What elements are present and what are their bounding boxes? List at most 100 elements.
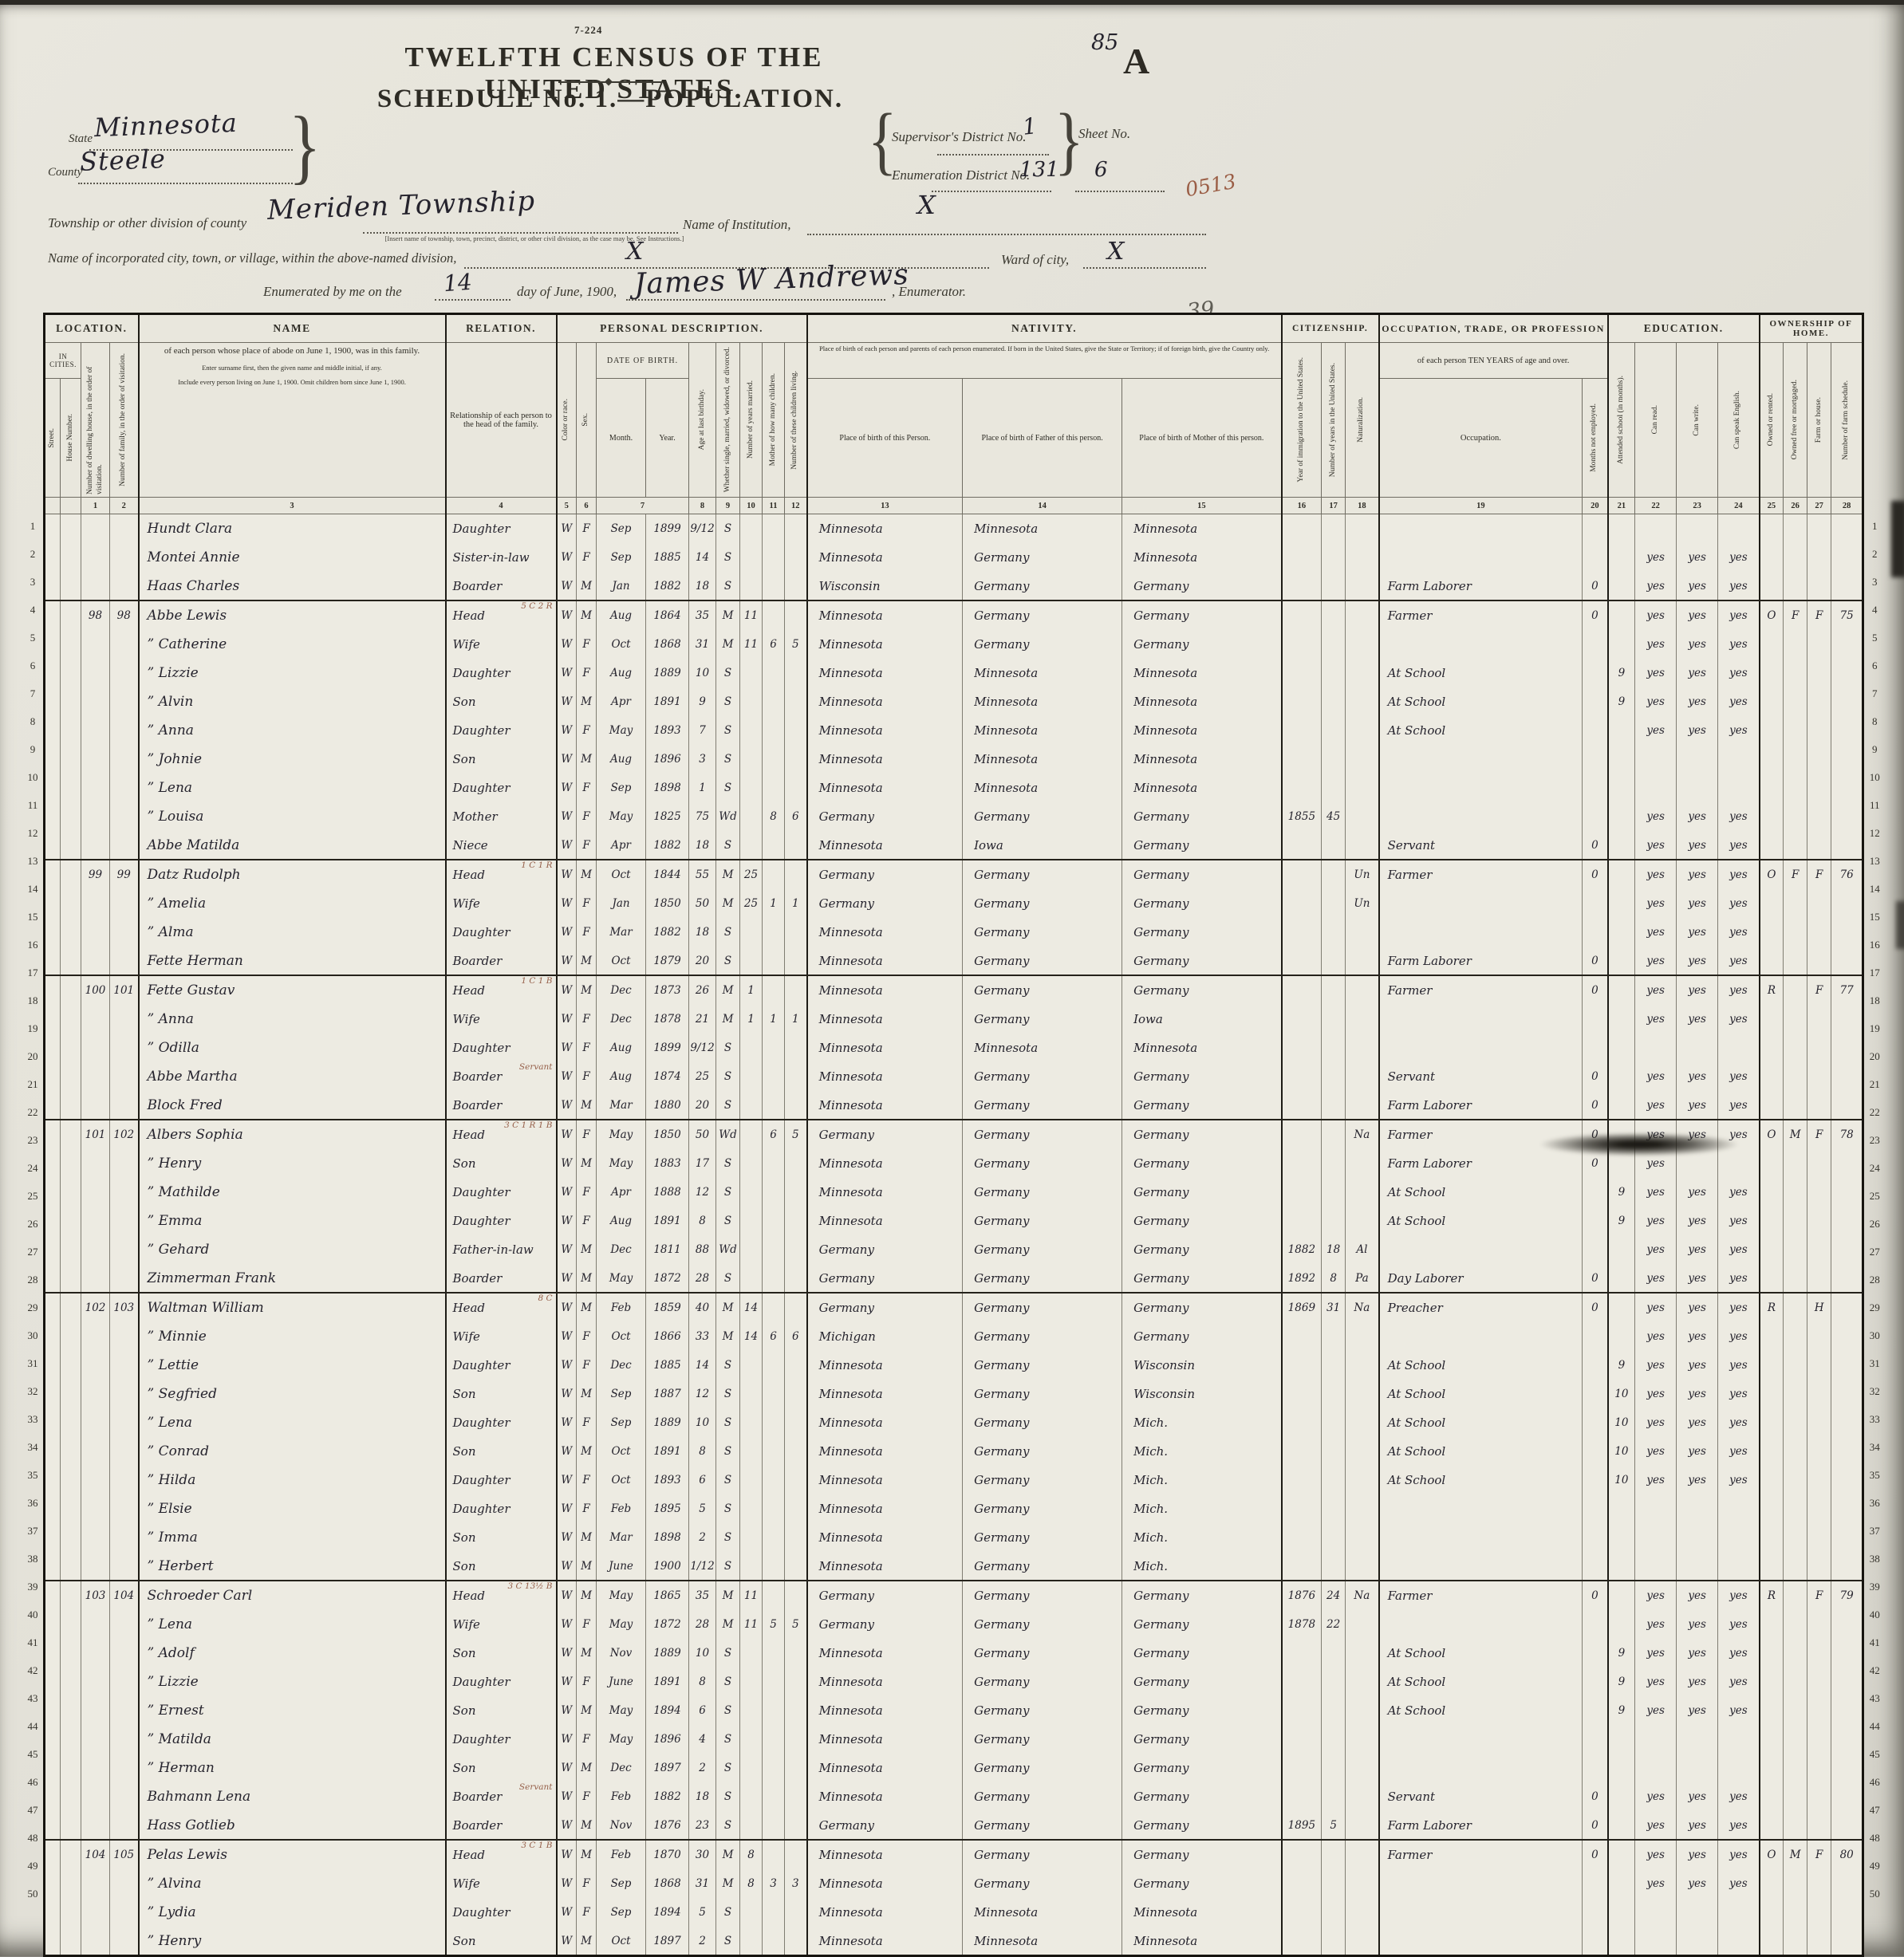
cell-sex: M — [576, 1551, 597, 1581]
line-number: 29 — [27, 1301, 38, 1313]
cell-children-living: 5 — [784, 1609, 808, 1639]
cell-owned-rented: R — [1758, 1580, 1784, 1610]
cell-free-mortgaged — [1783, 1667, 1808, 1696]
cell-name: ” Amelia — [137, 888, 447, 918]
cell-name: ” Alvin — [137, 687, 447, 716]
table-row: ” Lena Daughter W F Sep 1898 1 S Minnesota Minnes… — [44, 773, 1864, 802]
cell-farm-schedule — [1831, 1061, 1864, 1091]
enumerated-mid: day of June, 1900, — [517, 284, 617, 299]
cell-street — [44, 1263, 61, 1294]
cell-years-married: 14 — [739, 1321, 763, 1351]
header-years-married: Number of years married. — [739, 342, 763, 498]
cell-name: ” Anna — [137, 715, 447, 745]
cell-family-number — [109, 1724, 140, 1754]
cell-color-race: W — [555, 1782, 578, 1811]
county-label: County — [48, 166, 83, 179]
cell-immigration-year — [1280, 1033, 1323, 1062]
cell-marital-status: S — [715, 1522, 741, 1552]
cell-street — [44, 975, 61, 1005]
cell-relation: Son — [444, 1638, 558, 1668]
cell-can-write — [1676, 1494, 1719, 1523]
cell-can-write: yes — [1676, 1810, 1719, 1841]
cell-naturalization — [1345, 1206, 1380, 1235]
supervisors-district-label: Supervisor's District No. — [892, 129, 1027, 144]
line-number: 40 — [27, 1609, 38, 1620]
cell-birth-year: 1885 — [645, 1350, 690, 1380]
cell-father-birthplace: Germany — [962, 1609, 1123, 1639]
cell-street — [44, 571, 61, 601]
cell-occupation — [1378, 1868, 1583, 1898]
cell-owned-rented: O — [1758, 1119, 1784, 1149]
cell-birth-month: Aug — [596, 600, 647, 630]
cell-months-not-employed: 0 — [1582, 946, 1609, 976]
cell-street — [44, 542, 61, 572]
line-number: 24 — [27, 1162, 38, 1174]
cell-naturalization — [1345, 1695, 1380, 1725]
cell-birthplace: Minnesota — [806, 629, 964, 659]
cell-dwelling-number — [81, 1206, 110, 1235]
table-row: ” Alvina Wife W F Sep 1868 31 M 8 3 3 Minnesota Germ… — [44, 1868, 1864, 1898]
cell-can-speak-english: yes — [1717, 687, 1760, 716]
cell-birthplace: Germany — [806, 1292, 964, 1322]
cell-immigration-year — [1280, 946, 1323, 976]
cell-color-race: W — [555, 1379, 578, 1408]
cell-marital-status: M — [715, 1839, 741, 1869]
cell-occupation — [1378, 1494, 1583, 1523]
cell-free-mortgaged — [1783, 1350, 1808, 1380]
header-occupation-note: of each person TEN YEARS of age and over… — [1378, 342, 1609, 379]
cell-farm-house — [1807, 1234, 1832, 1264]
cell-immigration-year — [1280, 715, 1323, 745]
scan-top-edge — [0, 0, 1904, 5]
cell-color-race: W — [555, 1897, 578, 1927]
cell-color-race: W — [555, 715, 578, 745]
cell-naturalization — [1345, 629, 1380, 659]
cell-name: ” Minnie — [137, 1321, 447, 1351]
cell-mother-birthplace: Germany — [1122, 1810, 1283, 1841]
cell-father-birthplace: Germany — [962, 1408, 1123, 1437]
cell-sex: F — [576, 801, 597, 831]
cell-can-write: yes — [1676, 1638, 1719, 1668]
cell-can-speak-english: yes — [1717, 571, 1760, 601]
line-number: 36 — [27, 1497, 38, 1509]
cell-can-speak-english: yes — [1717, 658, 1760, 687]
cell-can-read: yes — [1634, 1580, 1677, 1610]
cell-family-number — [109, 1033, 140, 1062]
cell-age: 31 — [688, 629, 717, 659]
cell-free-mortgaged — [1783, 1148, 1808, 1178]
cell-marital-status: S — [715, 658, 741, 687]
cell-can-read: yes — [1634, 859, 1677, 889]
cell-immigration-year — [1280, 975, 1323, 1005]
cell-age: 12 — [688, 1177, 717, 1207]
cell-owned-rented: O — [1758, 859, 1784, 889]
cell-immigration-year — [1280, 600, 1323, 630]
cell-years-married — [739, 1782, 763, 1811]
group-personal-description: PERSONAL DESCRIPTION. — [555, 313, 808, 343]
cell-can-read: yes — [1634, 1206, 1677, 1235]
cell-color-race: W — [555, 1177, 578, 1207]
cell-birth-month: June — [596, 1667, 647, 1696]
cell-occupation: Servant — [1378, 830, 1583, 860]
group-nativity: NATIVITY. — [806, 313, 1283, 343]
cell-relation: Mother — [444, 801, 558, 831]
cell-birth-month: Sep — [596, 1408, 647, 1437]
cell-free-mortgaged — [1783, 801, 1808, 831]
form-number: 7-224 — [574, 24, 603, 36]
cell-months-not-employed — [1582, 917, 1609, 947]
cell-children-living — [784, 1810, 808, 1841]
cell-owned-rented — [1758, 1897, 1784, 1927]
header-free-mortgaged: Owned free or mortgaged. — [1783, 342, 1808, 498]
cell-relation: Boarder — [444, 1090, 558, 1120]
cell-free-mortgaged — [1783, 1090, 1808, 1120]
cell-birth-year: 1882 — [645, 917, 690, 947]
cell-mother-birthplace: Minnesota — [1122, 715, 1283, 745]
cell-birth-month: Apr — [596, 687, 647, 716]
cell-birth-year: 1880 — [645, 1090, 690, 1120]
cell-mother-of-children — [762, 1667, 786, 1696]
header-street: Street. — [44, 378, 61, 498]
cell-mother-of-children — [762, 1839, 786, 1869]
cell-father-birthplace: Germany — [962, 1695, 1123, 1725]
cell-school-months — [1606, 514, 1636, 543]
cell-immigration-year — [1280, 1522, 1323, 1552]
cell-naturalization: Na — [1345, 1580, 1380, 1610]
cell-children-living — [784, 1263, 808, 1294]
